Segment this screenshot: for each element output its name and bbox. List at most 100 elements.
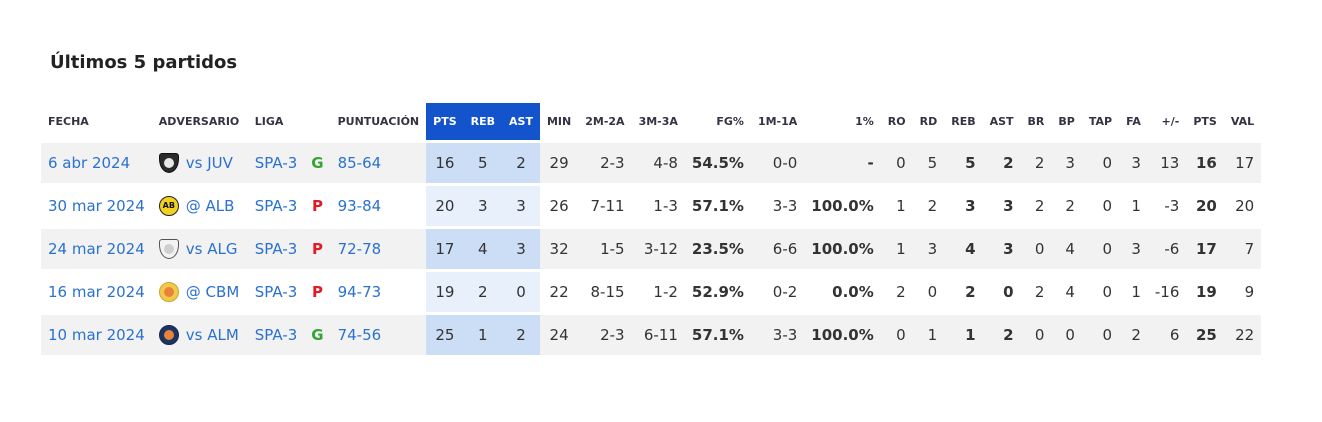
opponent-link[interactable]: vs ALM — [185, 326, 239, 344]
score-link[interactable]: 94-73 — [337, 283, 382, 301]
header-tap: TAP — [1081, 103, 1120, 143]
header-pts: PTS — [426, 103, 464, 143]
stat-fa: 1 — [1119, 272, 1148, 315]
stat-bp: 0 — [1051, 315, 1082, 358]
stat-ast-total: 2 — [982, 315, 1021, 358]
stat-pts: 17 — [426, 229, 464, 272]
stat-min: 26 — [539, 186, 579, 229]
opponent-link[interactable]: @ CBM — [185, 283, 240, 301]
header-ast-total: AST — [982, 103, 1021, 143]
stat-1-pct: 0.0% — [804, 272, 881, 315]
score-link[interactable]: 93-84 — [337, 197, 382, 215]
stat-plus-minus: 6 — [1147, 315, 1187, 358]
date-cell: 30 mar 2024 — [41, 186, 152, 229]
stat-bp: 4 — [1051, 229, 1082, 272]
header-bp: BP — [1051, 103, 1082, 143]
date-link[interactable]: 16 mar 2024 — [48, 283, 145, 301]
date-link[interactable]: 30 mar 2024 — [48, 197, 145, 215]
league-link[interactable]: SPA-3 — [254, 240, 298, 258]
stat-tap: 0 — [1081, 186, 1120, 229]
basketball-icon — [163, 287, 174, 297]
stat-bp: 3 — [1051, 143, 1082, 186]
table-header-row: FECHA ADVERSARIO LIGA PUNTUACIÓN PTS REB… — [41, 103, 1262, 143]
table-row: 6 abr 2024 vs JUV SPA-3 G 85-64 16 5 2 2… — [41, 143, 1262, 186]
stat-reb-total: 5 — [944, 143, 983, 186]
league-cell: SPA-3 — [247, 272, 305, 315]
stat-fg-pct: 52.9% — [684, 272, 751, 315]
stat-reb: 5 — [463, 143, 503, 186]
basketball-icon — [163, 158, 174, 168]
league-cell: SPA-3 — [247, 315, 305, 358]
stat-pts-total: 25 — [1186, 315, 1224, 358]
date-link[interactable]: 10 mar 2024 — [48, 326, 145, 344]
stat-bp: 4 — [1051, 272, 1082, 315]
stat-reb: 3 — [463, 186, 503, 229]
league-cell: SPA-3 — [247, 229, 305, 272]
page-container: Últimos 5 partidos FECHA ADVERSARIO LIGA… — [41, 52, 1262, 358]
stat-pts: 16 — [426, 143, 464, 186]
score-link[interactable]: 72-78 — [337, 240, 382, 258]
result-indicator: G — [311, 154, 324, 172]
stat-tap: 0 — [1081, 272, 1120, 315]
opponent-cell: AB @ ALB — [151, 186, 248, 229]
stat-ast-total: 2 — [982, 143, 1021, 186]
stat-rd: 1 — [912, 315, 945, 358]
stat-fg-pct: 57.1% — [684, 315, 751, 358]
stat-reb-total: 1 — [944, 315, 983, 358]
table-body: 6 abr 2024 vs JUV SPA-3 G 85-64 16 5 2 2… — [41, 143, 1262, 358]
stat-reb: 2 — [463, 272, 503, 315]
opponent-cell: vs JUV — [151, 143, 248, 186]
stat-val: 20 — [1223, 186, 1262, 229]
header-fecha: FECHA — [41, 103, 152, 143]
date-link[interactable]: 24 mar 2024 — [48, 240, 145, 258]
stat-br: 0 — [1020, 229, 1052, 272]
team-logo-icon[interactable] — [158, 325, 179, 345]
opponent-link[interactable]: vs ALG — [185, 240, 238, 258]
date-cell: 16 mar 2024 — [41, 272, 152, 315]
team-logo-icon[interactable] — [158, 282, 179, 302]
stat-fa: 2 — [1119, 315, 1148, 358]
league-link[interactable]: SPA-3 — [254, 154, 298, 172]
team-logo-icon[interactable] — [158, 153, 179, 173]
header-plus-minus: +/- — [1147, 103, 1187, 143]
stat-br: 2 — [1020, 143, 1052, 186]
team-logo-icon[interactable] — [158, 239, 179, 259]
stat-pts-total: 20 — [1186, 186, 1224, 229]
opponent-link[interactable]: @ ALB — [185, 197, 235, 215]
stat-br: 2 — [1020, 272, 1052, 315]
stat-ast-total: 0 — [982, 272, 1021, 315]
stat-1-pct: - — [804, 143, 881, 186]
stat-rd: 0 — [912, 272, 945, 315]
header-br: BR — [1020, 103, 1052, 143]
stat-fg-pct: 54.5% — [684, 143, 751, 186]
opponent-cell: vs ALM — [151, 315, 248, 358]
score-link[interactable]: 74-56 — [337, 326, 382, 344]
league-link[interactable]: SPA-3 — [254, 326, 298, 344]
score-cell: 93-84 — [330, 186, 427, 229]
stat-rd: 5 — [912, 143, 945, 186]
stat-reb-total: 2 — [944, 272, 983, 315]
stat-1m1a: 6-6 — [750, 229, 805, 272]
stat-rd: 3 — [912, 229, 945, 272]
header-val: VAL — [1223, 103, 1262, 143]
date-cell: 6 abr 2024 — [41, 143, 152, 186]
stat-br: 2 — [1020, 186, 1052, 229]
league-link[interactable]: SPA-3 — [254, 283, 298, 301]
stat-ro: 0 — [880, 315, 913, 358]
stat-3m3a: 1-3 — [631, 186, 685, 229]
stat-pts: 25 — [426, 315, 464, 358]
date-link[interactable]: 6 abr 2024 — [48, 154, 131, 172]
stat-pts: 20 — [426, 186, 464, 229]
team-logo-icon[interactable]: AB — [158, 196, 179, 216]
stat-2m2a: 2-3 — [578, 143, 632, 186]
result-indicator: G — [311, 326, 324, 344]
league-link[interactable]: SPA-3 — [254, 197, 298, 215]
stat-pts-total: 19 — [1186, 272, 1224, 315]
stat-1-pct: 100.0% — [804, 229, 881, 272]
header-adversario: ADVERSARIO — [151, 103, 248, 143]
stat-ast: 3 — [502, 186, 540, 229]
score-link[interactable]: 85-64 — [337, 154, 382, 172]
opponent-link[interactable]: vs JUV — [185, 154, 233, 172]
stat-ast: 2 — [502, 315, 540, 358]
stat-1-pct: 100.0% — [804, 186, 881, 229]
